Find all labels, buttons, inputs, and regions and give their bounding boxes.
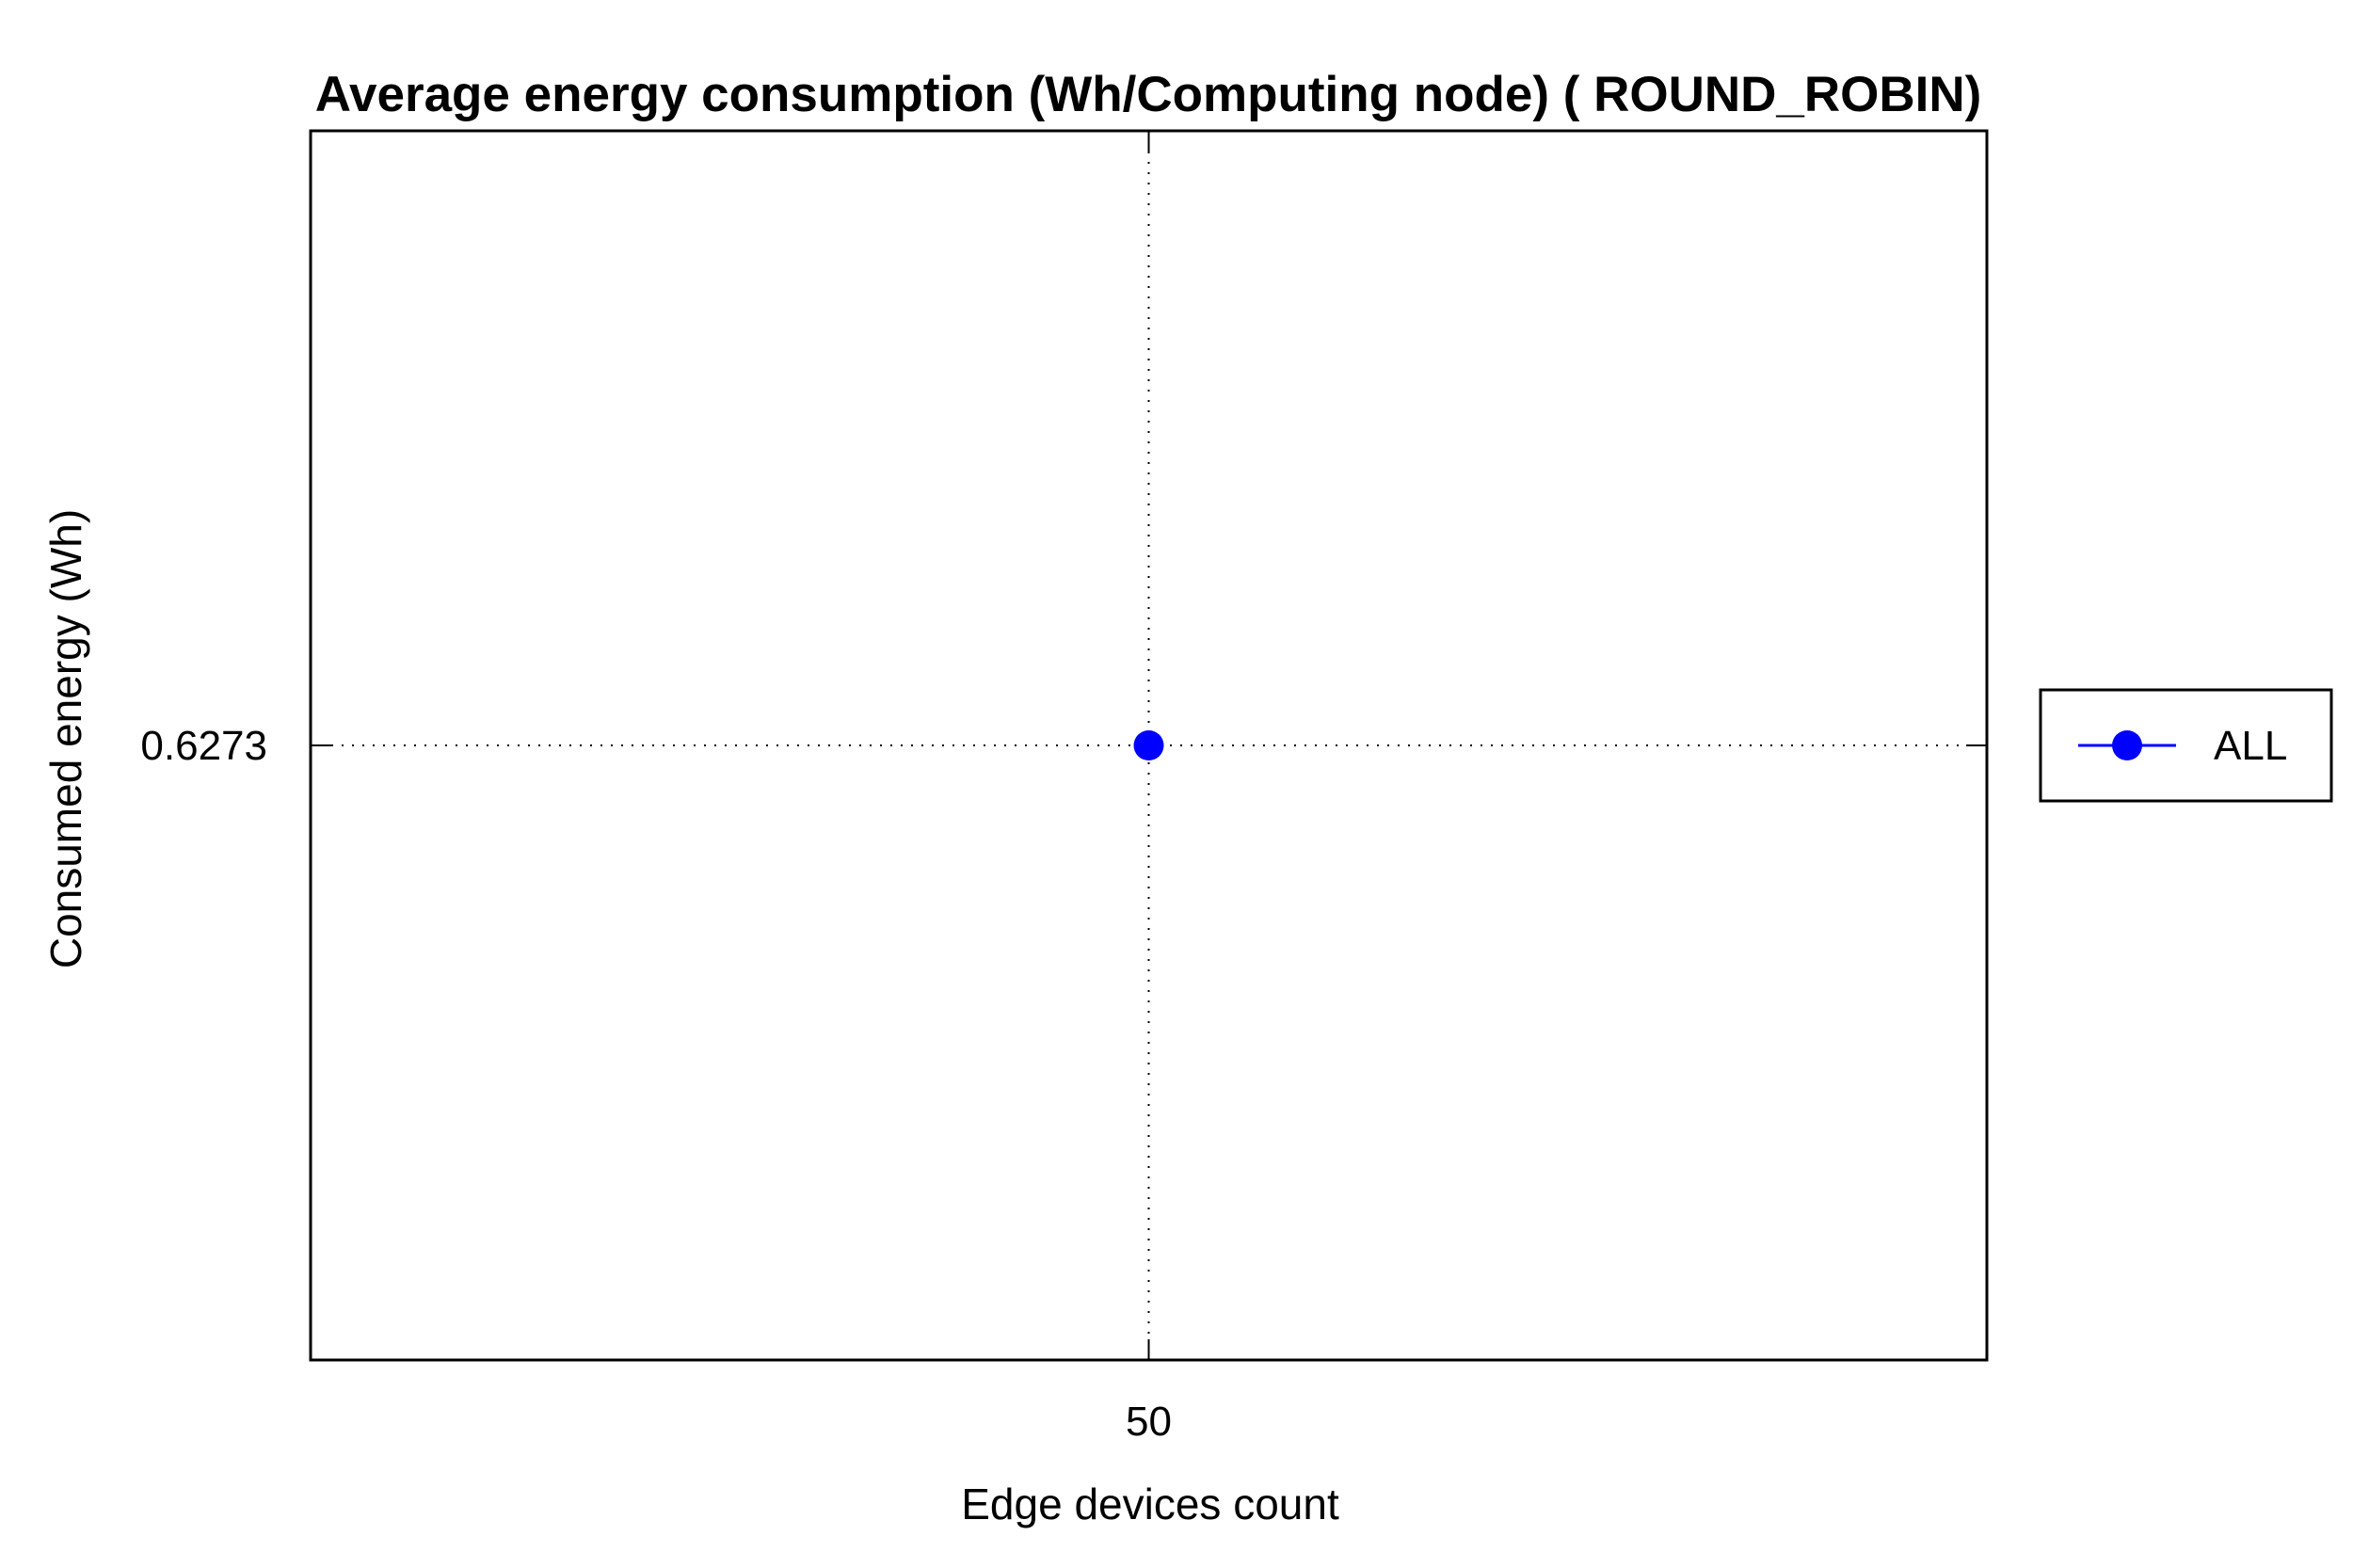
y-axis-label: Consumed energy (Wh) xyxy=(41,509,90,968)
legend-series-label: ALL xyxy=(2214,723,2287,769)
y-tick-label: 0.6273 xyxy=(140,723,267,769)
chart-title: Average energy consumption (Wh/Computing… xyxy=(315,67,1982,122)
legend-series-marker xyxy=(2112,730,2142,760)
data-series xyxy=(1133,730,1164,760)
x-tick-label: 50 xyxy=(1126,1399,1172,1445)
x-axis-label: Edge devices count xyxy=(961,1480,1339,1528)
data-point xyxy=(1133,730,1164,760)
legend: ALL xyxy=(2039,688,2333,803)
axis-ticks: 50 0.6273 xyxy=(140,131,1987,1445)
